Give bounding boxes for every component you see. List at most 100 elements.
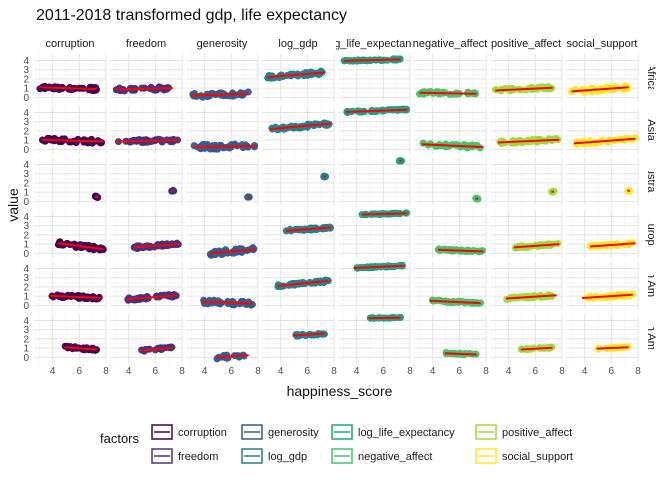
panel-south-america-corruption <box>34 314 107 362</box>
panel-europe-log-gdp <box>262 210 335 258</box>
panel-europe-positive-affect <box>490 210 563 258</box>
fit-line <box>345 108 408 113</box>
x-tick-label: 4 <box>50 366 56 377</box>
y-tick-label: 4 <box>23 160 29 171</box>
fit-line <box>277 279 329 287</box>
panel-north-america-log-gdp <box>262 262 335 310</box>
fit-line <box>39 86 97 91</box>
fit-line <box>444 352 477 356</box>
facet-column-label-log-life-expectancy: log_life_expectancy <box>326 38 423 50</box>
x-tick-label: 4 <box>430 366 436 377</box>
panel-background <box>566 54 638 102</box>
x-tick-label: 4 <box>354 366 360 377</box>
panel-australia-log-life-expectancy <box>338 157 411 206</box>
fit-line <box>133 243 180 249</box>
y-tick-label: 1 <box>23 344 29 355</box>
panel-background <box>338 210 410 258</box>
x-tick-label: 6 <box>381 366 387 377</box>
data-point <box>442 140 450 148</box>
legend-label: positive_affect <box>502 427 572 439</box>
y-tick-label: 4 <box>23 316 29 327</box>
chart-title: 2011-2018 transformed gdp, life expectan… <box>36 7 347 24</box>
panel-background <box>490 54 562 102</box>
fit-line <box>201 300 253 305</box>
legend-label: negative_affect <box>358 451 432 463</box>
fit-line <box>193 145 256 149</box>
panel-africa-freedom <box>110 54 183 102</box>
fit-line <box>505 294 557 300</box>
panel-north-america-log-life-expectancy <box>338 261 411 310</box>
facet-row-label-australia: Australia <box>645 161 657 205</box>
panel-africa-positive-affect <box>490 54 563 102</box>
y-tick-label: 1 <box>23 240 29 251</box>
fit-line <box>343 58 401 62</box>
fit-line <box>429 299 481 305</box>
panel-asia-corruption <box>34 106 107 154</box>
fit-line <box>571 86 629 93</box>
x-tick-label: 6 <box>305 366 311 377</box>
legend-key-generosity: generosity <box>241 424 319 440</box>
panel-background <box>490 158 562 206</box>
fit-line <box>573 137 636 145</box>
x-axis-label: happiness_score <box>287 383 393 399</box>
fit-line <box>140 346 173 352</box>
panel-south-america-social-support <box>566 314 639 362</box>
data-point <box>128 86 136 94</box>
panel-asia-generosity <box>186 106 259 154</box>
x-tick-label: 4 <box>278 366 284 377</box>
y-tick-label: 4 <box>23 108 29 119</box>
y-tick-label: 2 <box>23 230 29 241</box>
y-tick-label: 1 <box>23 188 29 199</box>
panel-europe-negative-affect <box>414 210 487 258</box>
panel-background <box>566 158 638 206</box>
x-tick-label: 8 <box>559 366 565 377</box>
legend-key-freedom: freedom <box>151 448 218 464</box>
panel-asia-freedom <box>110 106 183 154</box>
legend-label: corruption <box>178 427 227 439</box>
panel-background <box>338 314 410 362</box>
panel-australia-freedom <box>110 158 183 206</box>
panel-north-america-generosity <box>186 262 259 310</box>
fit-line <box>125 294 177 301</box>
fit-line <box>191 92 249 97</box>
legend-key-log-life-expectancy: log_life_expectancy <box>331 424 455 440</box>
facet-column-label-corruption: corruption <box>46 38 95 50</box>
panel-background <box>338 158 410 206</box>
x-tick-label: 4 <box>582 366 588 377</box>
panel-asia-log-life-expectancy <box>338 105 411 154</box>
legend-key-social-support: social_support <box>475 448 573 464</box>
y-tick-label: 0 <box>23 93 29 104</box>
panel-background <box>34 54 106 102</box>
fit-line <box>596 346 629 350</box>
panel-background <box>490 314 562 362</box>
x-tick-label: 8 <box>179 366 185 377</box>
panel-africa-generosity <box>186 54 259 102</box>
panel-north-america-freedom <box>110 262 183 310</box>
panel-asia-negative-affect <box>414 106 487 154</box>
panel-background <box>110 106 182 154</box>
fit-line <box>57 242 104 251</box>
y-tick-label: 2 <box>23 178 29 189</box>
legend-label: log_life_expectancy <box>358 427 455 439</box>
y-tick-label: 3 <box>23 325 29 336</box>
y-tick-label: 1 <box>23 84 29 95</box>
panel-australia-positive-affect <box>490 158 563 206</box>
y-tick-label: 3 <box>23 117 29 128</box>
y-tick-label: 1 <box>23 136 29 147</box>
x-tick-label: 8 <box>483 366 489 377</box>
panel-background <box>490 210 562 258</box>
y-tick-label: 0 <box>23 249 29 260</box>
panel-africa-social-support <box>566 54 639 102</box>
panel-background <box>262 210 334 258</box>
facet-column-label-freedom: freedom <box>126 38 166 50</box>
panel-background <box>566 262 638 310</box>
fit-line <box>421 143 484 149</box>
fit-line <box>115 87 173 91</box>
fit-line <box>41 138 104 143</box>
data-point <box>624 84 632 92</box>
x-tick-label: 6 <box>609 366 615 377</box>
fit-line <box>269 122 332 131</box>
facet-column-label-social-support: social_support <box>567 38 638 50</box>
fit-line <box>513 243 560 249</box>
